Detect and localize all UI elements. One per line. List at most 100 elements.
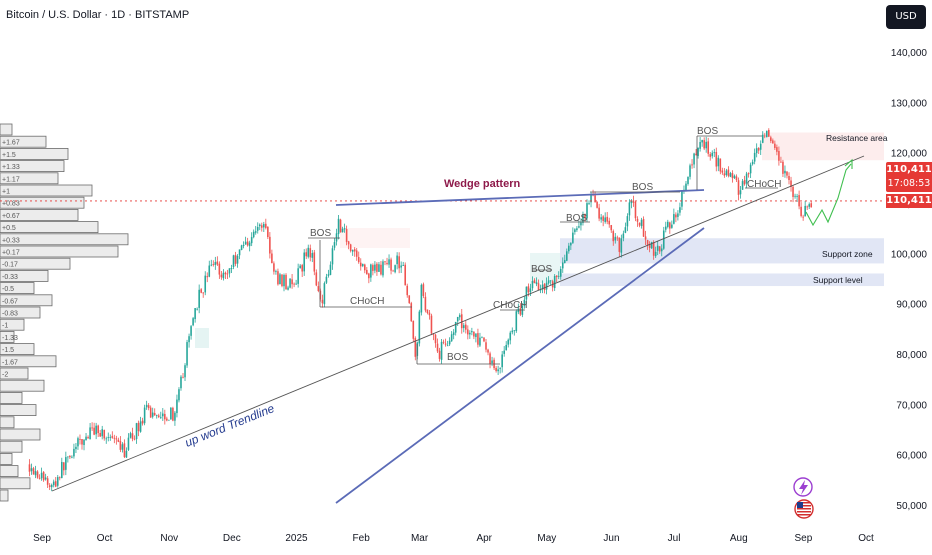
candle-body	[34, 471, 37, 476]
candle-body	[553, 276, 556, 289]
candle-body	[794, 195, 796, 197]
candle-body	[392, 270, 394, 272]
price-axis-bg	[884, 0, 932, 550]
last-price: 110,411	[886, 164, 932, 175]
candle-body	[204, 275, 207, 293]
candle-body	[713, 152, 716, 154]
zone-support-level	[560, 273, 884, 287]
candle-body	[681, 191, 683, 207]
candle-body	[113, 437, 116, 439]
volume-profile-label: -0.83	[2, 311, 18, 318]
candle-body	[751, 161, 754, 165]
candle-body	[56, 477, 59, 486]
y-tick-label: 80,000	[896, 350, 927, 361]
candle-body	[339, 219, 342, 233]
candle-body	[778, 150, 780, 161]
lightning-icon-glyph	[799, 480, 808, 495]
candle-body	[162, 413, 164, 417]
candle-body	[642, 219, 645, 237]
candle-body	[117, 439, 120, 442]
candle-body	[586, 203, 588, 219]
candle-body	[739, 190, 742, 195]
choch-label: CHoCH	[350, 296, 384, 307]
candles	[28, 128, 813, 492]
candle-body	[230, 267, 233, 270]
candle-body	[89, 427, 91, 440]
candle-body	[656, 245, 659, 251]
candle-body	[761, 134, 764, 143]
candle-body	[400, 265, 402, 268]
candle-body	[214, 262, 217, 265]
candle-body	[648, 244, 651, 248]
candle-body	[471, 331, 473, 333]
currency-button[interactable]: USD	[886, 5, 926, 29]
volume-profile-bar	[0, 452, 13, 465]
candle-body	[774, 143, 776, 148]
candle-body	[594, 195, 596, 203]
resistance-area-label: Resistance area	[826, 133, 888, 143]
candle-body	[133, 438, 136, 440]
candle-body	[701, 140, 703, 143]
candle-body	[533, 280, 536, 284]
candle-body	[747, 173, 750, 175]
candle-body	[763, 135, 766, 137]
candle-body	[422, 284, 425, 296]
candle-body	[626, 216, 629, 227]
candle-body	[101, 429, 104, 437]
x-tick-label: May	[537, 533, 556, 544]
y-tick-label: 130,000	[891, 98, 928, 109]
candle-body	[418, 311, 421, 344]
candle-body	[305, 252, 308, 257]
candle-body	[408, 295, 411, 304]
candle-body	[727, 169, 730, 176]
candle-body	[590, 194, 592, 203]
candle-body	[303, 252, 306, 272]
candle-body	[263, 224, 265, 228]
flag-stripe	[797, 508, 811, 510]
volume-profile-label: +1.33	[2, 164, 20, 171]
candle-body	[632, 200, 635, 203]
candle-body	[487, 349, 489, 353]
candle-body	[176, 399, 178, 414]
candle-body	[32, 468, 35, 475]
candle-body	[386, 262, 388, 264]
candle-body	[91, 427, 93, 429]
candle-body	[511, 330, 514, 333]
candle-body	[580, 222, 582, 226]
candle-body	[614, 236, 617, 241]
candle-body	[485, 342, 487, 350]
candle-body	[220, 274, 223, 278]
candle-body	[800, 206, 802, 216]
candle-body	[390, 259, 392, 271]
candle-body	[584, 214, 586, 218]
candle-body	[519, 308, 522, 315]
x-tick-label: Apr	[476, 533, 492, 544]
candle-body	[420, 284, 423, 313]
candle-body	[596, 201, 598, 208]
candle-body	[491, 360, 493, 364]
volume-profile-bar	[0, 245, 119, 258]
volume-profile-bar	[0, 318, 25, 331]
candle-body	[675, 214, 677, 218]
candle-body	[424, 296, 427, 311]
candle-body	[388, 259, 390, 265]
candle-body	[563, 260, 566, 263]
candle-body	[311, 253, 314, 258]
candle-body	[382, 261, 384, 276]
candle-body	[131, 433, 134, 439]
y-tick-label: 60,000	[896, 451, 927, 462]
projection-path	[805, 163, 852, 227]
candle-body	[147, 405, 150, 409]
candle-body	[790, 180, 792, 187]
candle-body	[695, 153, 697, 156]
candle-body	[234, 255, 237, 264]
candle-body	[483, 337, 485, 342]
flag-stripe	[797, 505, 811, 507]
candle-body	[184, 365, 186, 378]
candle-body	[44, 477, 47, 480]
candle-body	[810, 203, 813, 208]
candle-body	[364, 264, 366, 271]
candle-body	[359, 262, 362, 267]
